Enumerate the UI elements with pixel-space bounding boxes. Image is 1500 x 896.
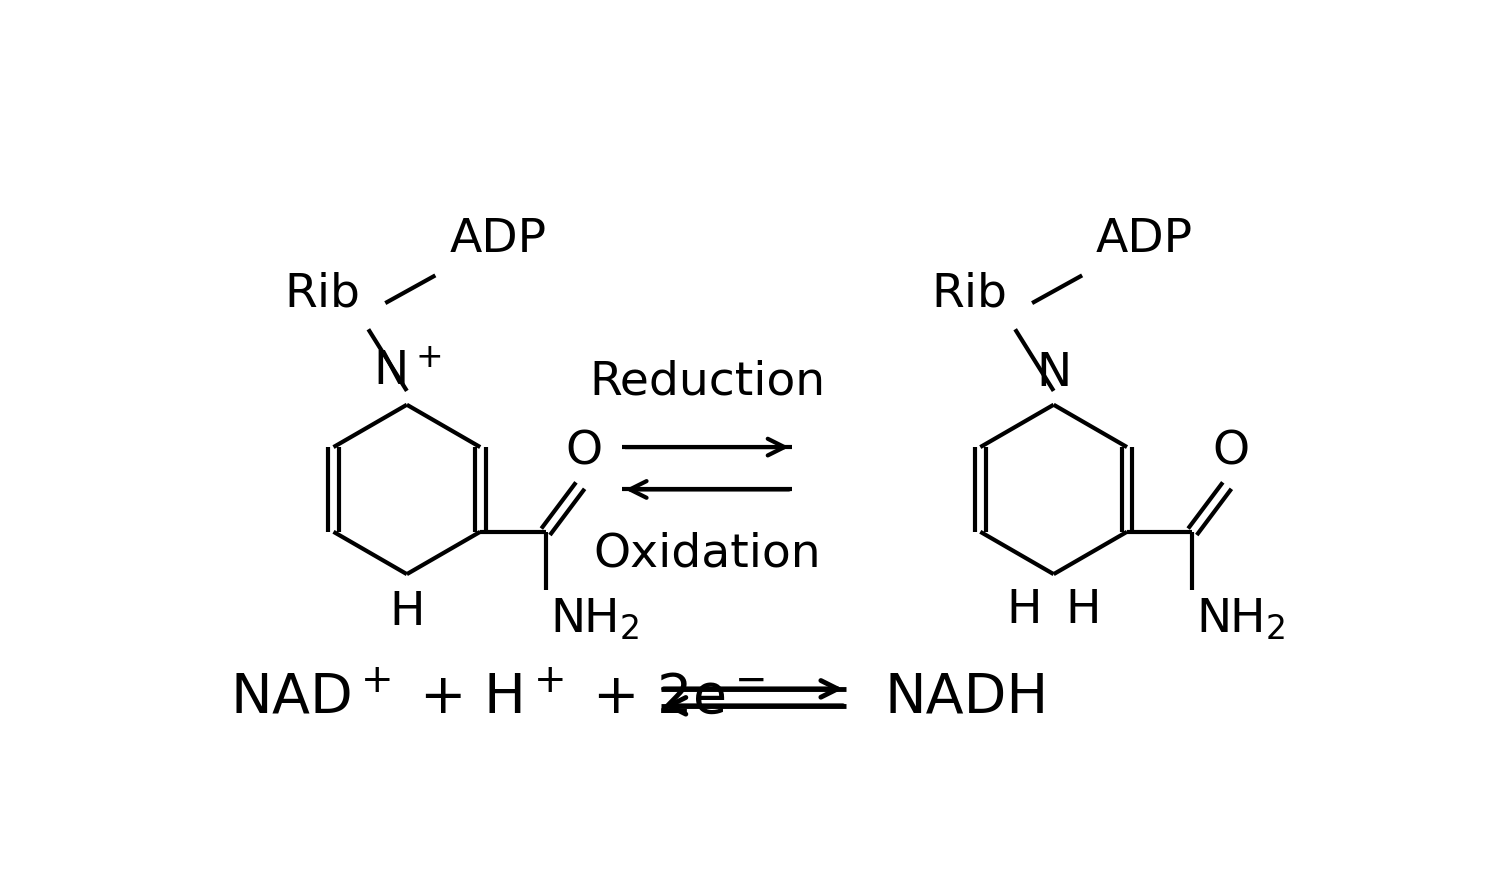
Text: H: H <box>1007 588 1042 633</box>
Text: H: H <box>388 590 424 634</box>
Text: N: N <box>1036 350 1071 395</box>
Text: H: H <box>1065 588 1101 633</box>
Text: NH$_2$: NH$_2$ <box>1197 598 1286 642</box>
Text: ADP: ADP <box>448 218 546 263</box>
Text: O: O <box>1212 429 1249 474</box>
Text: NADH: NADH <box>885 670 1048 724</box>
Text: Rib: Rib <box>932 271 1008 316</box>
Text: Oxidation: Oxidation <box>594 532 820 577</box>
Text: NH$_2$: NH$_2$ <box>549 598 639 642</box>
Text: NAD$^+$ + H$^+$ + 2e$^-$: NAD$^+$ + H$^+$ + 2e$^-$ <box>230 670 765 724</box>
Text: O: O <box>566 429 603 474</box>
Text: ADP: ADP <box>1096 218 1192 263</box>
Text: Rib: Rib <box>285 271 360 316</box>
Text: Reduction: Reduction <box>590 359 825 405</box>
Text: N$^+$: N$^+$ <box>372 350 441 395</box>
